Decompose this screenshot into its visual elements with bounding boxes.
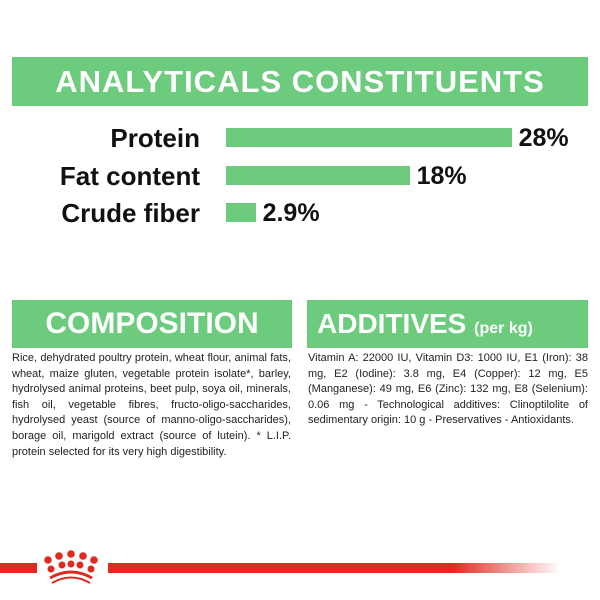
royal-canin-crown-logo <box>44 550 98 584</box>
composition-heading: COMPOSITION <box>12 300 292 348</box>
additives-heading-text: ADDITIVES <box>317 308 467 339</box>
bar <box>226 128 512 147</box>
additives-heading: ADDITIVES (per kg) <box>307 300 588 348</box>
bar <box>226 203 256 222</box>
value-label: 28% <box>518 124 569 152</box>
bar <box>226 166 410 185</box>
additives-text: Vitamin A: 22000 IU, Vitamin D3: 1000 IU… <box>308 352 588 427</box>
value-label: 2.9% <box>262 199 320 227</box>
additives-unit: (per kg) <box>474 320 533 337</box>
brand-line-left <box>0 563 37 573</box>
section-title: ANALYTICALS CONSTITUENTS <box>12 57 588 106</box>
category-label: Fat content <box>59 161 200 191</box>
category-label: Protein <box>110 123 200 153</box>
category-label: Crude fiber <box>61 198 200 228</box>
brand-line-right <box>108 563 560 573</box>
value-label: 18% <box>416 162 467 190</box>
composition-text: Rice, dehydrated poultry protein, wheat … <box>12 352 291 458</box>
